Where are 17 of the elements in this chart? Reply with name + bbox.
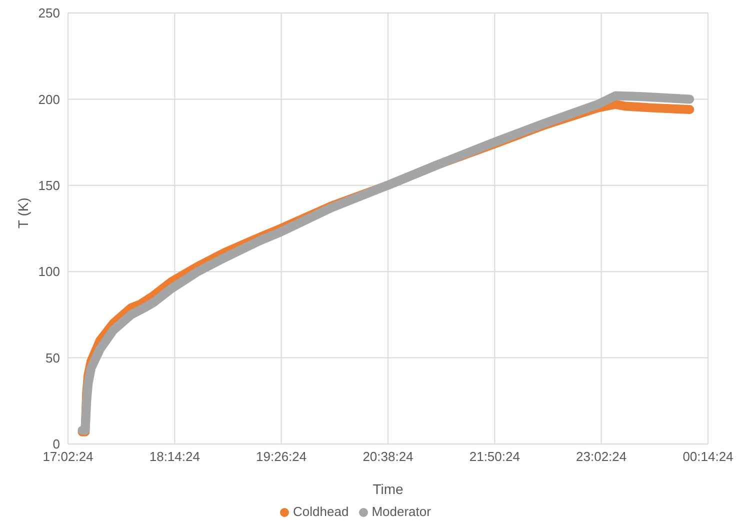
y-tick-label: 250 <box>38 6 60 21</box>
x-tick-label: 17:02:24 <box>42 449 94 464</box>
y-tick-label: 150 <box>38 178 60 194</box>
x-tick-label: 21:50:24 <box>469 449 520 464</box>
x-tick-label: 20:38:24 <box>362 449 414 464</box>
y-tick-label: 100 <box>38 264 60 280</box>
x-tick-label: 00:14:24 <box>682 449 734 464</box>
legend-label: Coldhead <box>293 504 349 519</box>
legend-label: Moderator <box>372 504 431 519</box>
y-axis-title: T (K) <box>14 198 31 228</box>
y-tick-label: 200 <box>38 92 60 107</box>
x-tick-label: 18:14:24 <box>149 449 200 464</box>
x-axis-title: Time <box>372 481 404 497</box>
y-tick-label: 0 <box>52 436 60 452</box>
y-tick-label: 50 <box>46 350 60 366</box>
x-tick-label: 23:02:24 <box>576 449 627 464</box>
x-tick-label: 19:26:24 <box>256 449 307 464</box>
